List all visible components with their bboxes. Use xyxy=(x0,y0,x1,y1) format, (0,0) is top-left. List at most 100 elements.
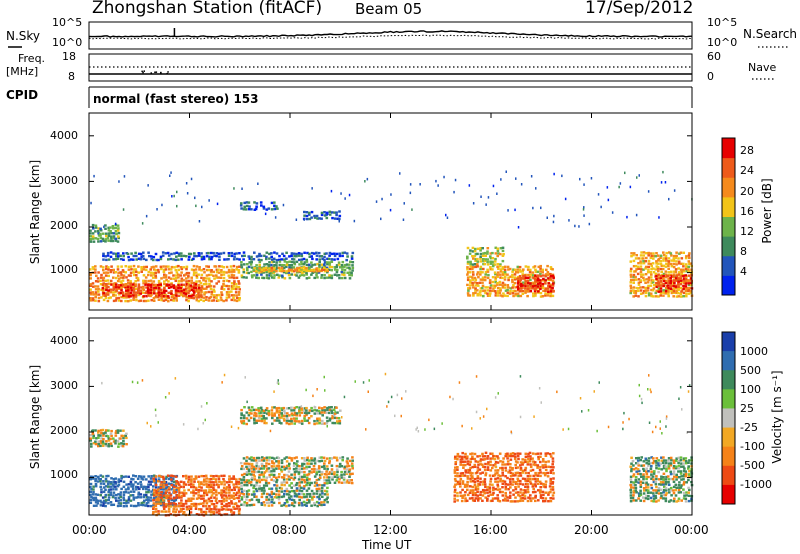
heatmap-cell xyxy=(215,483,219,486)
heatmap-cell xyxy=(680,262,683,265)
heatmap-cell xyxy=(539,291,543,295)
heatmap-cell xyxy=(129,291,133,295)
heatmap-cell xyxy=(184,492,188,495)
heatmap-cell xyxy=(275,409,279,412)
heatmap-cell xyxy=(217,252,221,255)
heatmap-cell xyxy=(255,276,258,279)
heatmap-cell xyxy=(245,504,249,507)
heatmap-cell xyxy=(501,471,504,474)
heatmap-cell xyxy=(542,279,545,282)
heatmap-cell xyxy=(340,470,343,474)
heatmap-cell xyxy=(453,494,457,497)
heatmap-cell xyxy=(649,467,653,470)
heatmap-cell xyxy=(172,274,175,277)
heatmap-cell xyxy=(189,252,193,256)
heatmap-cell xyxy=(250,208,253,211)
heatmap-cell xyxy=(274,216,277,219)
heatmap-cell xyxy=(197,299,201,303)
heatmap-cell xyxy=(524,452,528,455)
heatmap-cell xyxy=(466,455,469,458)
heatmap-cell xyxy=(153,494,156,497)
heatmap-cell xyxy=(91,496,95,500)
heatmap-cell xyxy=(99,434,102,437)
nave-point xyxy=(141,70,143,73)
heatmap-cell xyxy=(646,286,650,290)
heatmap-cell xyxy=(637,278,641,281)
heatmap-cell xyxy=(212,294,216,297)
heatmap-cell xyxy=(295,274,298,277)
heatmap-cell xyxy=(202,296,206,299)
heatmap-cell xyxy=(164,274,168,277)
heatmap-cell xyxy=(243,472,246,476)
heatmap-cell xyxy=(160,496,163,500)
heatmap-cell xyxy=(147,279,150,283)
heatmap-cell xyxy=(644,273,648,276)
heatmap-cell xyxy=(512,289,515,293)
heatmap-cell xyxy=(341,265,344,269)
heatmap-cell xyxy=(140,485,143,489)
heatmap-cell xyxy=(551,460,555,463)
heatmap-cell xyxy=(537,499,540,502)
heatmap-cell xyxy=(300,273,304,276)
heatmap-cell xyxy=(132,271,135,274)
heatmap-cell xyxy=(320,465,324,469)
heatmap-cell xyxy=(664,497,668,500)
heatmap-cell xyxy=(195,265,199,268)
heatmap-cell xyxy=(104,279,107,282)
heatmap-cell xyxy=(637,497,640,500)
heatmap-cell xyxy=(662,464,666,467)
heatmap-cell xyxy=(207,268,211,272)
heatmap-cell xyxy=(645,489,648,492)
heatmap-cell xyxy=(663,489,666,492)
heatmap-cell xyxy=(501,460,505,463)
heatmap-cell xyxy=(145,502,149,505)
heatmap-cell xyxy=(107,498,110,502)
heatmap-cell xyxy=(318,217,321,220)
heatmap-cell xyxy=(142,268,146,271)
heatmap-cell xyxy=(516,285,520,288)
heatmap-cell xyxy=(230,496,234,499)
heatmap-cell xyxy=(109,291,113,294)
heatmap-cell xyxy=(669,287,673,290)
heatmap-cell xyxy=(292,489,296,493)
heatmap-cell xyxy=(672,273,676,276)
heatmap-cell xyxy=(101,283,105,287)
heatmap-cell xyxy=(94,482,98,486)
heatmap-cell xyxy=(230,502,234,505)
heatmap-cell xyxy=(290,422,293,425)
heatmap-cell xyxy=(192,494,196,497)
heatmap-cell xyxy=(245,481,249,484)
heatmap-cell xyxy=(312,270,316,273)
heatmap-cell xyxy=(260,492,264,496)
heatmap-cell xyxy=(318,490,321,493)
heatmap-cell xyxy=(336,470,339,473)
heatmap-cell xyxy=(514,289,517,293)
heatmap-cell xyxy=(479,497,482,500)
heatmap-cell xyxy=(107,502,110,505)
heatmap-cell xyxy=(523,274,527,277)
heatmap-cell xyxy=(123,175,126,178)
heatmap-cell xyxy=(675,478,678,481)
heatmap-cell xyxy=(531,497,535,500)
heatmap-cell xyxy=(177,282,180,285)
heatmap-cell xyxy=(253,475,256,478)
heatmap-cell xyxy=(646,271,650,274)
heatmap-cell xyxy=(107,429,110,432)
heatmap-cell xyxy=(506,291,510,294)
heatmap-cell xyxy=(253,493,256,496)
heatmap-cell xyxy=(221,381,223,384)
heatmap-cell xyxy=(335,211,338,214)
heatmap-cell xyxy=(318,460,321,463)
heatmap-cell xyxy=(285,419,289,422)
heatmap-cell xyxy=(99,236,103,240)
heatmap-cell xyxy=(139,480,142,484)
heatmap-cell xyxy=(146,289,150,292)
heatmap-cell xyxy=(318,261,321,264)
heatmap-cell xyxy=(492,454,495,458)
heatmap-cell xyxy=(471,246,475,250)
nsky-strip-frame xyxy=(88,21,693,50)
heatmap-cell xyxy=(492,474,495,477)
heatmap-cell xyxy=(672,500,676,503)
heatmap-cell xyxy=(285,467,288,470)
heatmap-cell xyxy=(277,495,281,499)
